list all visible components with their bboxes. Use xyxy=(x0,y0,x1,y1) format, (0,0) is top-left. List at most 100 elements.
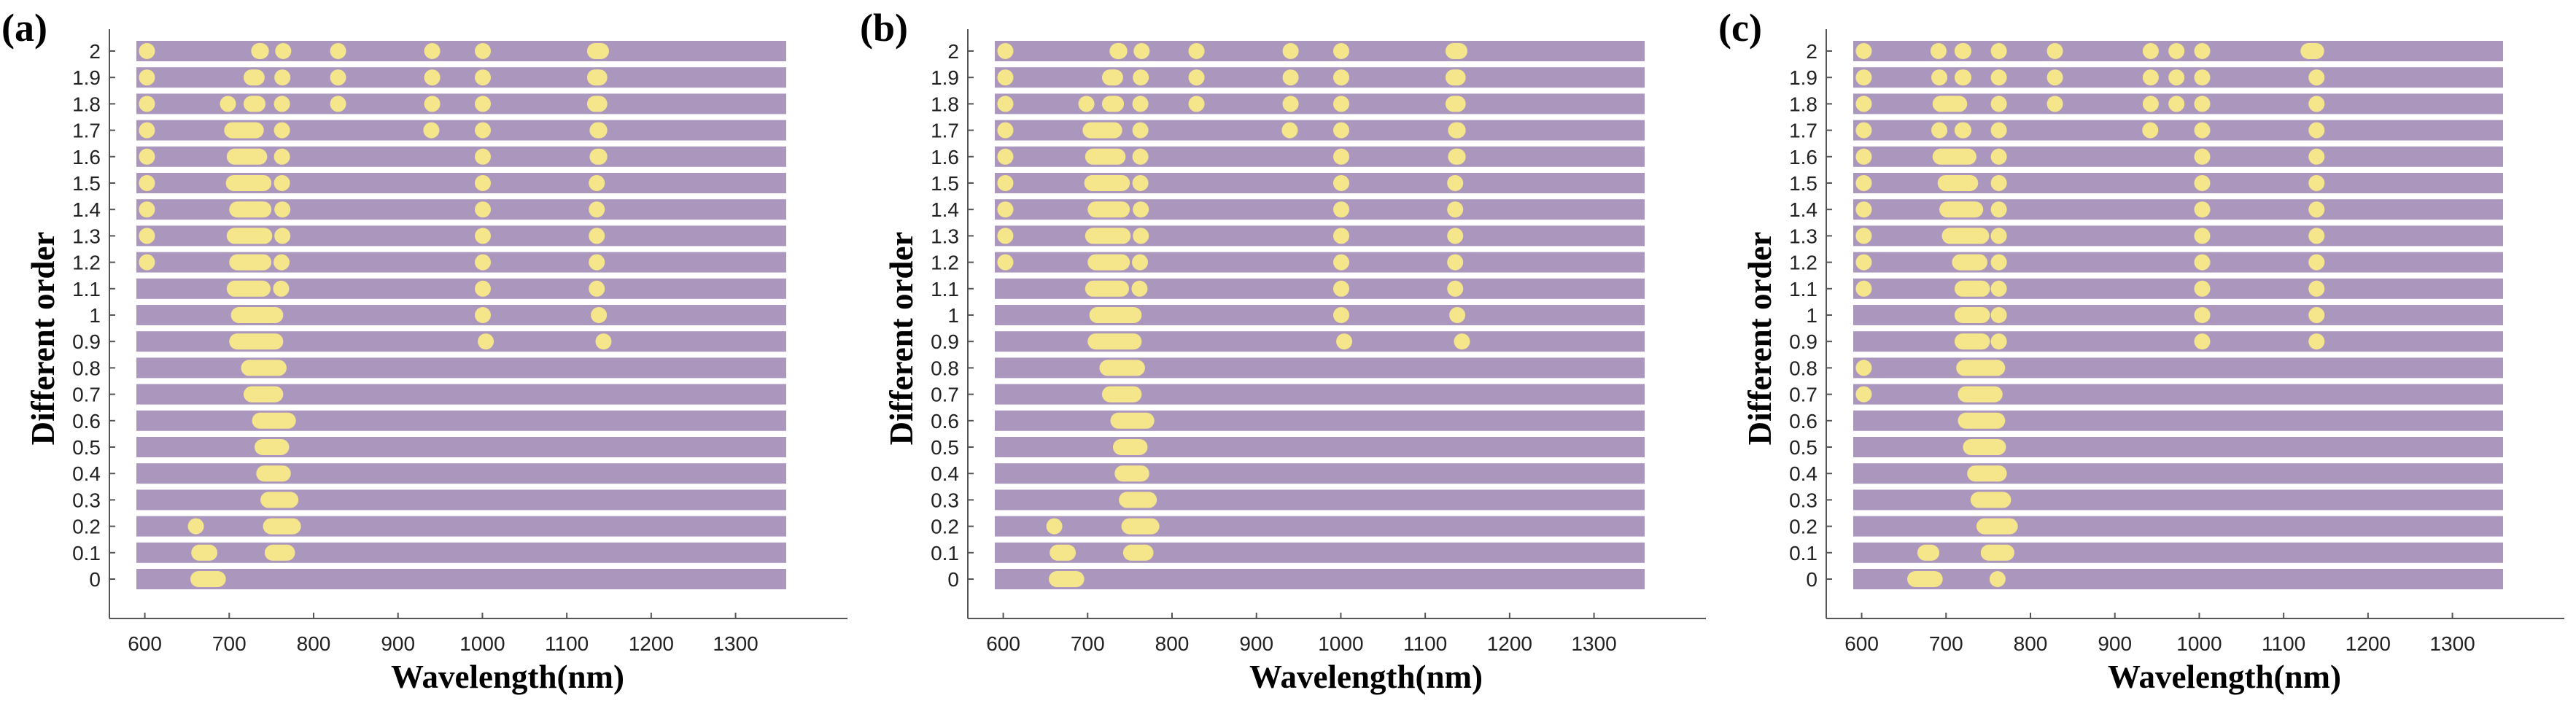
resonance-mark xyxy=(1122,544,1154,561)
resonance-mark xyxy=(1281,122,1298,139)
resonance-mark xyxy=(1119,492,1157,508)
resonance-mark xyxy=(1990,333,2007,350)
order-band xyxy=(136,357,786,379)
resonance-mark xyxy=(475,307,492,323)
order-band xyxy=(995,569,1645,589)
resonance-mark xyxy=(1989,571,2006,587)
order-band xyxy=(995,41,1645,61)
resonance-mark xyxy=(2194,333,2211,350)
x-tick-label: 600 xyxy=(986,632,1020,655)
resonance-mark xyxy=(1855,386,1872,403)
resonance-mark xyxy=(1990,96,2007,112)
resonance-mark xyxy=(1954,333,1990,350)
chart-svg: (c) 0 0.1 0.2 0.3 0.4 0.5 0.6 0.7 0.8 0.9 1 1.1 1.2 1.… xyxy=(1718,6,2564,695)
resonance-mark xyxy=(1956,360,2006,376)
resonance-mark xyxy=(1085,228,1131,244)
resonance-mark xyxy=(1133,201,1149,218)
x-tick-label: 800 xyxy=(1155,632,1190,655)
y-tick-label: 0.7 xyxy=(72,384,101,406)
order-band xyxy=(1853,305,2503,325)
resonance-mark xyxy=(2047,69,2063,86)
resonance-mark xyxy=(1855,43,1872,59)
x-tick-label: 900 xyxy=(1239,632,1273,655)
resonance-mark xyxy=(997,69,1014,86)
order-band xyxy=(1853,542,2503,563)
resonance-mark xyxy=(139,175,155,191)
resonance-mark xyxy=(224,122,264,139)
resonance-mark xyxy=(1078,96,1095,112)
resonance-mark xyxy=(1445,96,1466,112)
order-band xyxy=(136,67,786,88)
resonance-mark xyxy=(1855,148,1872,165)
order-band xyxy=(1853,331,2503,352)
resonance-mark xyxy=(1132,148,1149,165)
resonance-mark xyxy=(226,280,271,297)
resonance-mark xyxy=(1110,412,1155,429)
resonance-mark xyxy=(1990,307,2007,323)
y-tick-label: 0.6 xyxy=(1789,410,1817,432)
resonance-mark xyxy=(2308,96,2325,112)
order-band xyxy=(136,569,786,589)
resonance-mark xyxy=(1954,43,1971,59)
resonance-mark xyxy=(273,175,290,191)
x-tick-label: 800 xyxy=(297,632,331,655)
resonance-mark xyxy=(1333,280,1350,297)
order-band xyxy=(1853,410,2503,431)
y-tick-label: 1.5 xyxy=(931,172,959,195)
resonance-mark xyxy=(1282,43,1299,59)
resonance-mark xyxy=(1082,122,1122,139)
order-band xyxy=(995,410,1645,431)
resonance-mark xyxy=(229,201,272,218)
y-tick-label: 2 xyxy=(947,40,959,63)
x-tick-label: 1300 xyxy=(2429,632,2475,655)
resonance-mark xyxy=(1133,228,1149,244)
order-band xyxy=(136,41,786,61)
resonance-mark xyxy=(997,122,1014,139)
resonance-mark xyxy=(2142,69,2159,86)
resonance-mark xyxy=(1333,69,1350,86)
resonance-mark xyxy=(273,122,290,139)
resonance-mark xyxy=(2308,333,2325,350)
y-tick-label: 0.1 xyxy=(931,542,959,565)
resonance-mark xyxy=(1445,43,1467,59)
resonance-mark xyxy=(1087,333,1142,350)
resonance-mark xyxy=(595,333,612,350)
resonance-mark xyxy=(1990,122,2007,139)
resonance-mark xyxy=(1099,360,1145,376)
resonance-mark xyxy=(1990,280,2007,297)
order-band xyxy=(1853,569,2503,589)
y-tick-label: 1.8 xyxy=(1789,93,1817,115)
y-tick-label: 1.2 xyxy=(72,252,101,274)
y-tick-label: 1.7 xyxy=(72,120,101,142)
resonance-mark xyxy=(220,96,236,112)
y-tick-label: 1.9 xyxy=(1789,66,1817,89)
chart-svg: (b) 0 0.1 0.2 0.3 0.4 0.5 0.6 0.7 0.8 0.9 1 1.1 1.2 1.… xyxy=(860,6,1706,695)
x-tick-label: 1100 xyxy=(545,632,589,655)
resonance-mark xyxy=(1980,544,2015,561)
resonance-mark xyxy=(1855,69,1872,86)
x-tick-label: 1000 xyxy=(1318,632,1363,655)
resonance-mark xyxy=(589,254,605,271)
resonance-mark xyxy=(475,254,492,271)
x-tick-label: 1300 xyxy=(713,632,758,655)
y-tick-label: 1.1 xyxy=(931,278,959,300)
y-tick-label: 1.5 xyxy=(72,172,101,195)
y-tick-label: 0.9 xyxy=(72,330,101,353)
resonance-mark xyxy=(1907,571,1943,587)
resonance-mark xyxy=(475,228,492,244)
resonance-mark xyxy=(1855,280,1872,297)
resonance-mark xyxy=(1855,228,1872,244)
resonance-mark xyxy=(1131,280,1148,297)
panel-b: (b) 0 0.1 0.2 0.3 0.4 0.5 0.6 0.7 0.8 0.9 1 1.1 1.2 1.… xyxy=(858,0,1717,706)
resonance-mark xyxy=(2308,175,2325,191)
resonance-mark xyxy=(1188,43,1205,59)
resonance-mark xyxy=(589,148,608,165)
y-tick-label: 0.2 xyxy=(931,516,959,538)
resonance-mark xyxy=(1333,201,1350,218)
x-tick-label: 1200 xyxy=(2346,632,2391,655)
resonance-mark xyxy=(1089,307,1142,323)
resonance-mark xyxy=(475,175,492,191)
resonance-mark xyxy=(475,148,492,165)
resonance-mark xyxy=(139,148,155,165)
resonance-mark xyxy=(1954,307,1990,323)
